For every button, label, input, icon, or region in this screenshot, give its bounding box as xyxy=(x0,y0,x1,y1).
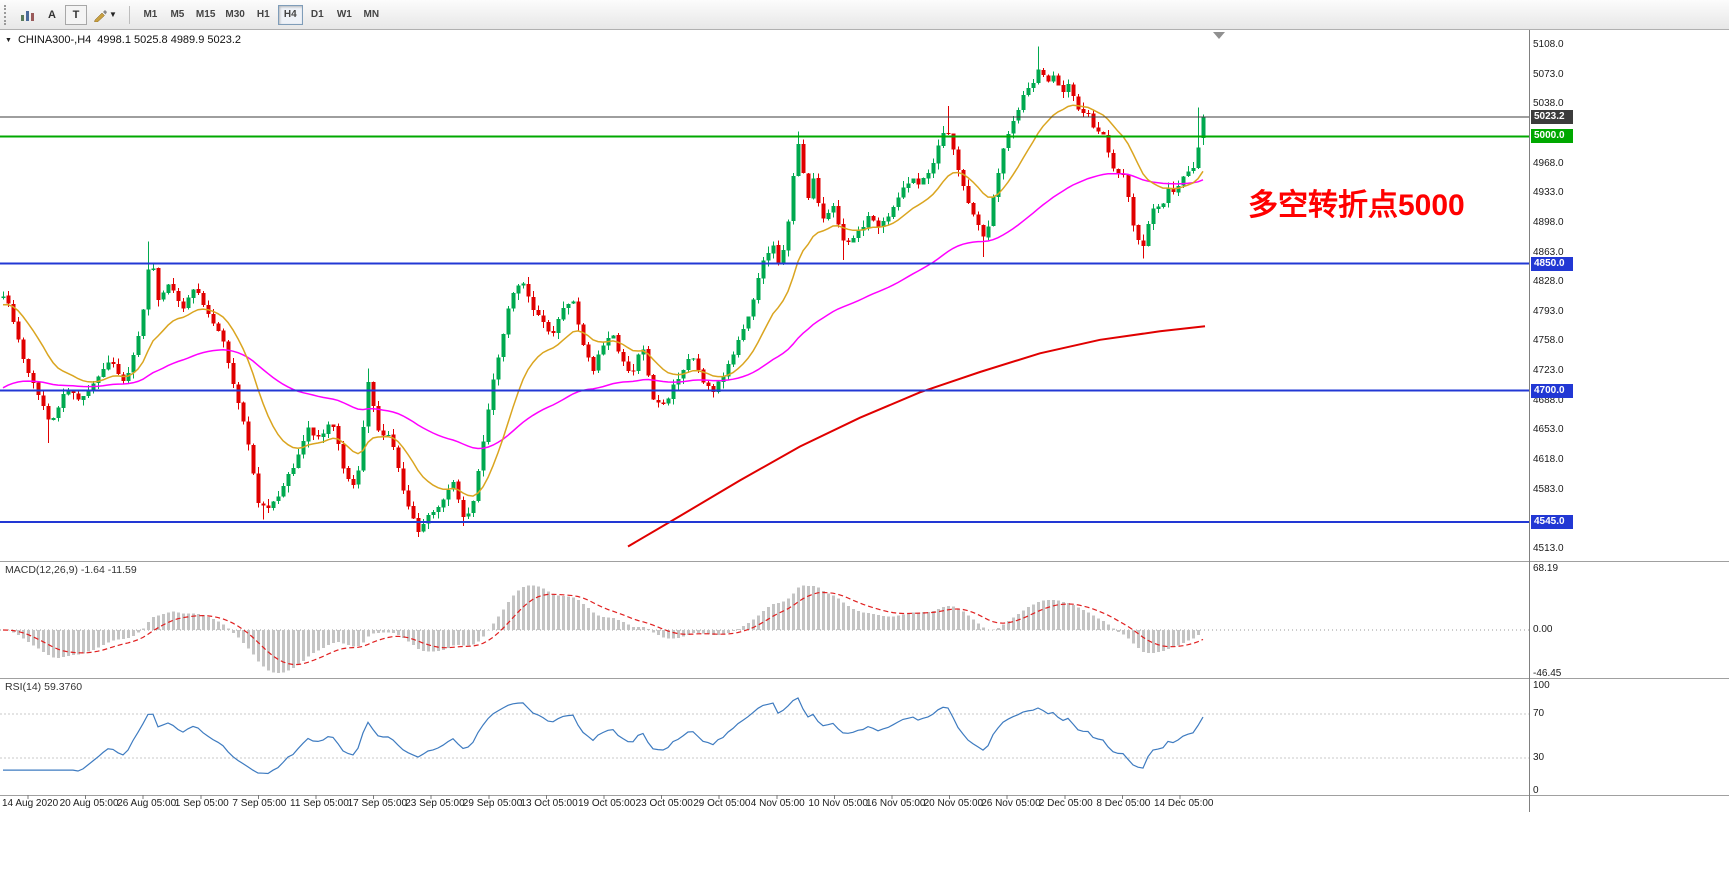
ma-long-red-line[interactable] xyxy=(627,325,1206,548)
macd-signal-line xyxy=(2,591,1204,666)
macd-pane xyxy=(0,585,1529,673)
timeframe-mn-button[interactable]: MN xyxy=(359,5,384,25)
annotation-text[interactable]: 多空转折点5000 xyxy=(1248,189,1465,222)
macd-histogram xyxy=(7,585,1205,673)
macd-label: MACD(12,26,9) -1.64 -11.59 xyxy=(5,564,137,576)
timeframe-m5-button[interactable]: M5 xyxy=(165,5,190,25)
timeframe-m30-button[interactable]: M30 xyxy=(221,5,248,25)
chart-icon xyxy=(21,10,34,21)
pencil-icon xyxy=(94,9,107,22)
rsi-line xyxy=(3,697,1204,775)
ma-orange-line[interactable] xyxy=(2,104,1204,497)
timeframe-w1-button[interactable]: W1 xyxy=(332,5,357,25)
timeframe-group: M1 M5 M15 M30 H1 H4 D1 W1 MN xyxy=(137,4,385,25)
timeframe-m15-button[interactable]: M15 xyxy=(192,5,219,25)
toolbar-separator xyxy=(128,5,130,24)
text-label-button[interactable]: T xyxy=(65,4,87,25)
insert-text-button[interactable]: A xyxy=(41,5,63,25)
timeframe-m1-button[interactable]: M1 xyxy=(138,5,163,25)
rsi-pane xyxy=(0,697,1529,775)
timeframe-h4-button[interactable]: H4 xyxy=(277,4,303,25)
toolbar-grip[interactable] xyxy=(4,4,9,25)
chart-title: ▼ CHINA300-,H4 4998.1 5025.8 4989.9 5023… xyxy=(5,34,241,46)
chart-menu-button[interactable] xyxy=(16,5,39,25)
candles-layer xyxy=(1,46,1206,538)
ma-magenta-line[interactable] xyxy=(2,172,1204,450)
rsi-value: 59.3760 xyxy=(44,681,83,693)
top-toolbar: A T ▼ M1 M5 M15 M30 H1 H4 D1 W1 MN xyxy=(0,0,1729,30)
caret-down-icon: ▼ xyxy=(109,10,117,19)
timeframe-d1-button[interactable]: D1 xyxy=(305,5,330,25)
collapse-icon[interactable]: ▼ xyxy=(5,36,12,44)
chart-shift-marker[interactable] xyxy=(1213,32,1225,39)
macd-values: -1.64 -11.59 xyxy=(80,564,137,576)
macd-name: MACD(12,26,9) xyxy=(5,564,78,576)
draw-tools-button[interactable]: ▼ xyxy=(89,5,121,25)
rsi-name: RSI(14) xyxy=(5,681,42,693)
symbol-period: CHINA300-,H4 xyxy=(17,34,92,46)
timeframe-h1-button[interactable]: H1 xyxy=(251,5,276,25)
ohlc-values: 4998.1 5025.8 4989.9 5023.2 xyxy=(97,34,242,46)
rsi-label: RSI(14) 59.3760 xyxy=(5,681,82,693)
